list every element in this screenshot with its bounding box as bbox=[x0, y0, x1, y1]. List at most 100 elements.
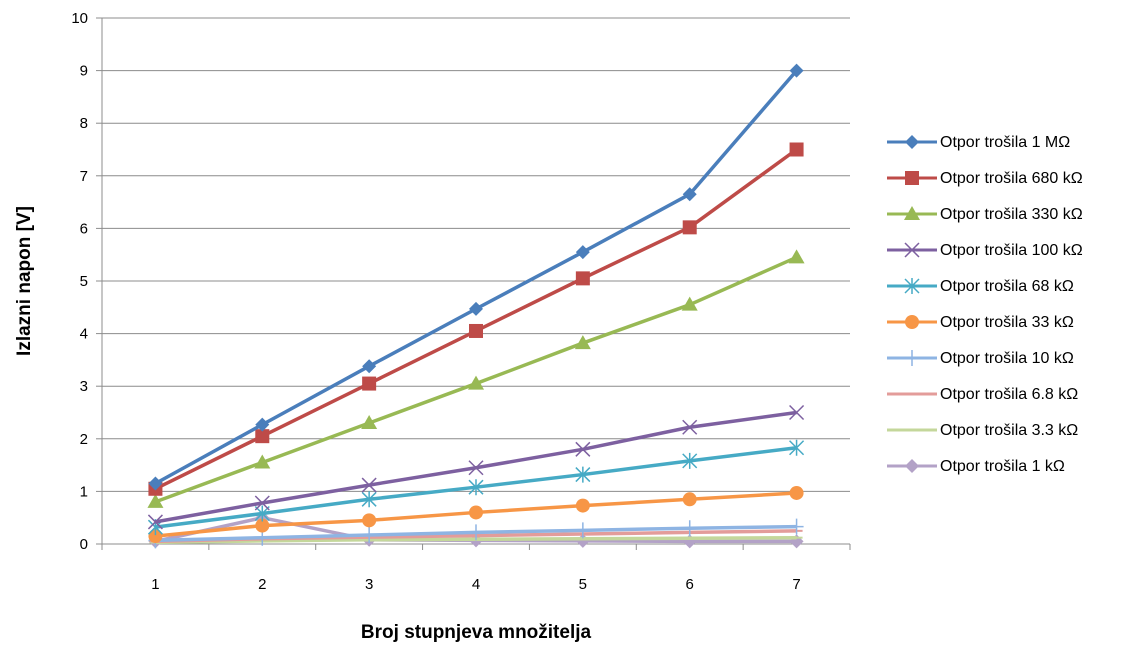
y-tick-label: 9 bbox=[80, 63, 88, 80]
data-point bbox=[362, 359, 377, 374]
y-tick-label: 5 bbox=[80, 273, 88, 290]
legend-marker bbox=[905, 315, 919, 329]
y-tick-label: 2 bbox=[80, 431, 88, 448]
legend-item: Otpor trošila 1 MΩ bbox=[887, 134, 1070, 151]
legend-label: Otpor trošila 6.8 kΩ bbox=[940, 386, 1078, 403]
data-point bbox=[789, 439, 805, 456]
y-tick-label: 7 bbox=[80, 168, 88, 185]
legend-item: Otpor trošila 10 kΩ bbox=[887, 350, 1074, 367]
data-point bbox=[682, 492, 697, 507]
legend-label: Otpor trošila 33 kΩ bbox=[940, 314, 1074, 331]
legend-label: Otpor trošila 100 kΩ bbox=[940, 242, 1083, 259]
x-tick-label: 1 bbox=[151, 576, 159, 593]
data-point bbox=[789, 518, 804, 535]
y-tick-label: 3 bbox=[80, 378, 88, 395]
series-1 bbox=[148, 63, 804, 491]
y-tick-label: 0 bbox=[80, 536, 88, 553]
data-point bbox=[788, 249, 805, 264]
data-point bbox=[255, 518, 270, 533]
data-point bbox=[575, 441, 591, 457]
series-line bbox=[154, 148, 798, 491]
data-point bbox=[468, 460, 484, 476]
data-point bbox=[574, 335, 591, 350]
data-point bbox=[255, 417, 270, 432]
y-tick-label: 4 bbox=[80, 326, 88, 343]
data-point bbox=[469, 505, 483, 520]
legend-item: Otpor trošila 3.3 kΩ bbox=[887, 422, 1078, 439]
data-point bbox=[469, 301, 483, 316]
legend-item: Otpor trošila 100 kΩ bbox=[887, 242, 1083, 259]
series-3 bbox=[147, 249, 805, 508]
x-tick-label: 7 bbox=[792, 576, 800, 593]
axes: 0 1 2 3 4 5 6 7 8 9 10 1 2 3 4 5 6 7 bbox=[71, 10, 851, 593]
data-point bbox=[254, 495, 270, 511]
legend-marker bbox=[904, 206, 920, 220]
data-point bbox=[362, 376, 377, 391]
legend: Otpor trošila 1 MΩ Otpor trošila 680 kΩ Ot… bbox=[887, 134, 1083, 475]
legend-label: Otpor trošila 68 kΩ bbox=[940, 278, 1074, 295]
legend-label: Otpor trošila 10 kΩ bbox=[940, 350, 1074, 367]
series-4 bbox=[147, 404, 805, 530]
data-point bbox=[681, 296, 698, 311]
data-point bbox=[468, 375, 484, 390]
legend-label: Otpor trošila 680 kΩ bbox=[940, 170, 1083, 187]
legend-marker bbox=[905, 350, 919, 366]
legend-marker bbox=[905, 459, 919, 473]
data-point bbox=[147, 514, 163, 530]
data-point bbox=[575, 498, 590, 513]
data-point bbox=[575, 466, 591, 483]
legend-item: Otpor trošila 1 kΩ bbox=[887, 458, 1065, 475]
data-point bbox=[147, 493, 164, 508]
y-tick-label: 8 bbox=[80, 115, 88, 132]
legend-item: Otpor trošila 68 kΩ bbox=[887, 278, 1074, 295]
legend-item: Otpor trošila 680 kΩ bbox=[887, 170, 1083, 187]
series-line bbox=[154, 69, 798, 486]
legend-item: Otpor trošila 6.8 kΩ bbox=[887, 386, 1078, 403]
data-point bbox=[255, 429, 270, 444]
x-tick-label: 5 bbox=[579, 576, 587, 593]
y-tick-label: 6 bbox=[80, 220, 88, 237]
x-tick-label: 3 bbox=[365, 576, 373, 593]
legend-label: Otpor trošila 1 kΩ bbox=[940, 458, 1065, 475]
y-axis-title: Izlazni napon [V] bbox=[14, 206, 35, 356]
y-tick-label: 1 bbox=[80, 483, 88, 500]
data-point bbox=[682, 520, 697, 537]
data-point bbox=[682, 220, 697, 235]
y-tick-label: 10 bbox=[71, 10, 88, 27]
legend-marker bbox=[905, 135, 919, 149]
data-point bbox=[254, 454, 271, 469]
legend-label: Otpor trošila 3.3 kΩ bbox=[940, 422, 1078, 439]
data-point bbox=[682, 187, 697, 202]
data-point bbox=[468, 479, 484, 496]
x-tick-label: 4 bbox=[472, 576, 480, 593]
gridlines bbox=[102, 17, 850, 492]
legend-label: Otpor trošila 1 MΩ bbox=[940, 134, 1070, 151]
data-point bbox=[361, 491, 377, 508]
data-point bbox=[469, 323, 483, 338]
data-point bbox=[362, 513, 377, 528]
legend-marker bbox=[905, 171, 919, 185]
data-point bbox=[789, 142, 804, 157]
x-tick-label: 6 bbox=[686, 576, 694, 593]
data-point bbox=[361, 415, 378, 430]
data-point bbox=[148, 476, 163, 491]
data-point bbox=[682, 452, 698, 469]
legend-marker bbox=[904, 278, 920, 294]
legend-marker bbox=[904, 242, 920, 258]
data-point bbox=[789, 404, 805, 421]
data-point bbox=[575, 245, 590, 260]
legend-item: Otpor trošila 33 kΩ bbox=[887, 314, 1074, 331]
legend-item: Otpor trošila 330 kΩ bbox=[887, 206, 1083, 223]
series-2 bbox=[148, 142, 804, 496]
x-axis-title: Broj stupnjeva množitelja bbox=[361, 622, 592, 643]
series-6 bbox=[148, 485, 804, 544]
data-point bbox=[575, 522, 590, 539]
series-layer bbox=[147, 63, 805, 549]
data-point bbox=[148, 529, 163, 544]
data-point bbox=[575, 271, 590, 286]
data-point bbox=[682, 419, 698, 435]
x-tick-label: 2 bbox=[258, 576, 266, 593]
data-point bbox=[362, 527, 377, 544]
series-5 bbox=[147, 439, 805, 536]
